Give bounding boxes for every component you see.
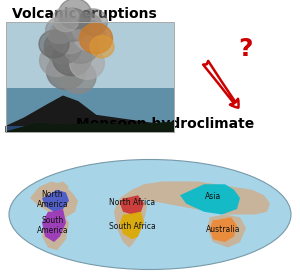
Polygon shape (42, 209, 69, 250)
Circle shape (46, 54, 86, 89)
Polygon shape (6, 96, 174, 132)
Circle shape (80, 23, 112, 54)
Text: North Africa: North Africa (109, 198, 155, 207)
Text: Monsoon hydroclimate: Monsoon hydroclimate (76, 117, 254, 131)
Circle shape (44, 30, 82, 64)
Polygon shape (42, 190, 69, 212)
Text: Australia: Australia (206, 225, 241, 234)
Polygon shape (120, 182, 270, 214)
Polygon shape (30, 182, 78, 217)
Circle shape (40, 45, 74, 76)
Polygon shape (6, 122, 174, 132)
Circle shape (52, 40, 92, 76)
Text: ?: ? (239, 37, 253, 62)
Circle shape (74, 21, 106, 51)
Polygon shape (120, 195, 144, 215)
Polygon shape (120, 212, 144, 239)
Circle shape (52, 7, 80, 32)
Polygon shape (207, 214, 246, 248)
Polygon shape (180, 184, 240, 214)
Circle shape (60, 60, 96, 94)
Circle shape (63, 30, 99, 63)
Polygon shape (210, 217, 237, 242)
Circle shape (54, 8, 90, 41)
Circle shape (46, 17, 74, 43)
Bar (6, 88, 174, 132)
Polygon shape (42, 209, 66, 242)
Circle shape (90, 36, 114, 58)
Bar (6, 22, 174, 88)
Circle shape (50, 18, 88, 54)
Circle shape (39, 30, 69, 58)
Polygon shape (114, 192, 147, 248)
Bar (6, 126, 174, 132)
Text: South
America: South America (37, 216, 68, 235)
Text: Asia: Asia (205, 192, 221, 201)
Ellipse shape (9, 160, 291, 270)
Text: Volcanic eruptions: Volcanic eruptions (12, 7, 156, 21)
Text: South Africa: South Africa (109, 222, 155, 231)
Circle shape (79, 9, 107, 35)
Circle shape (71, 13, 103, 42)
Bar (6, 22, 174, 132)
Polygon shape (48, 182, 69, 192)
Text: North
America: North America (37, 190, 68, 209)
Circle shape (58, 0, 92, 29)
Circle shape (70, 47, 104, 79)
